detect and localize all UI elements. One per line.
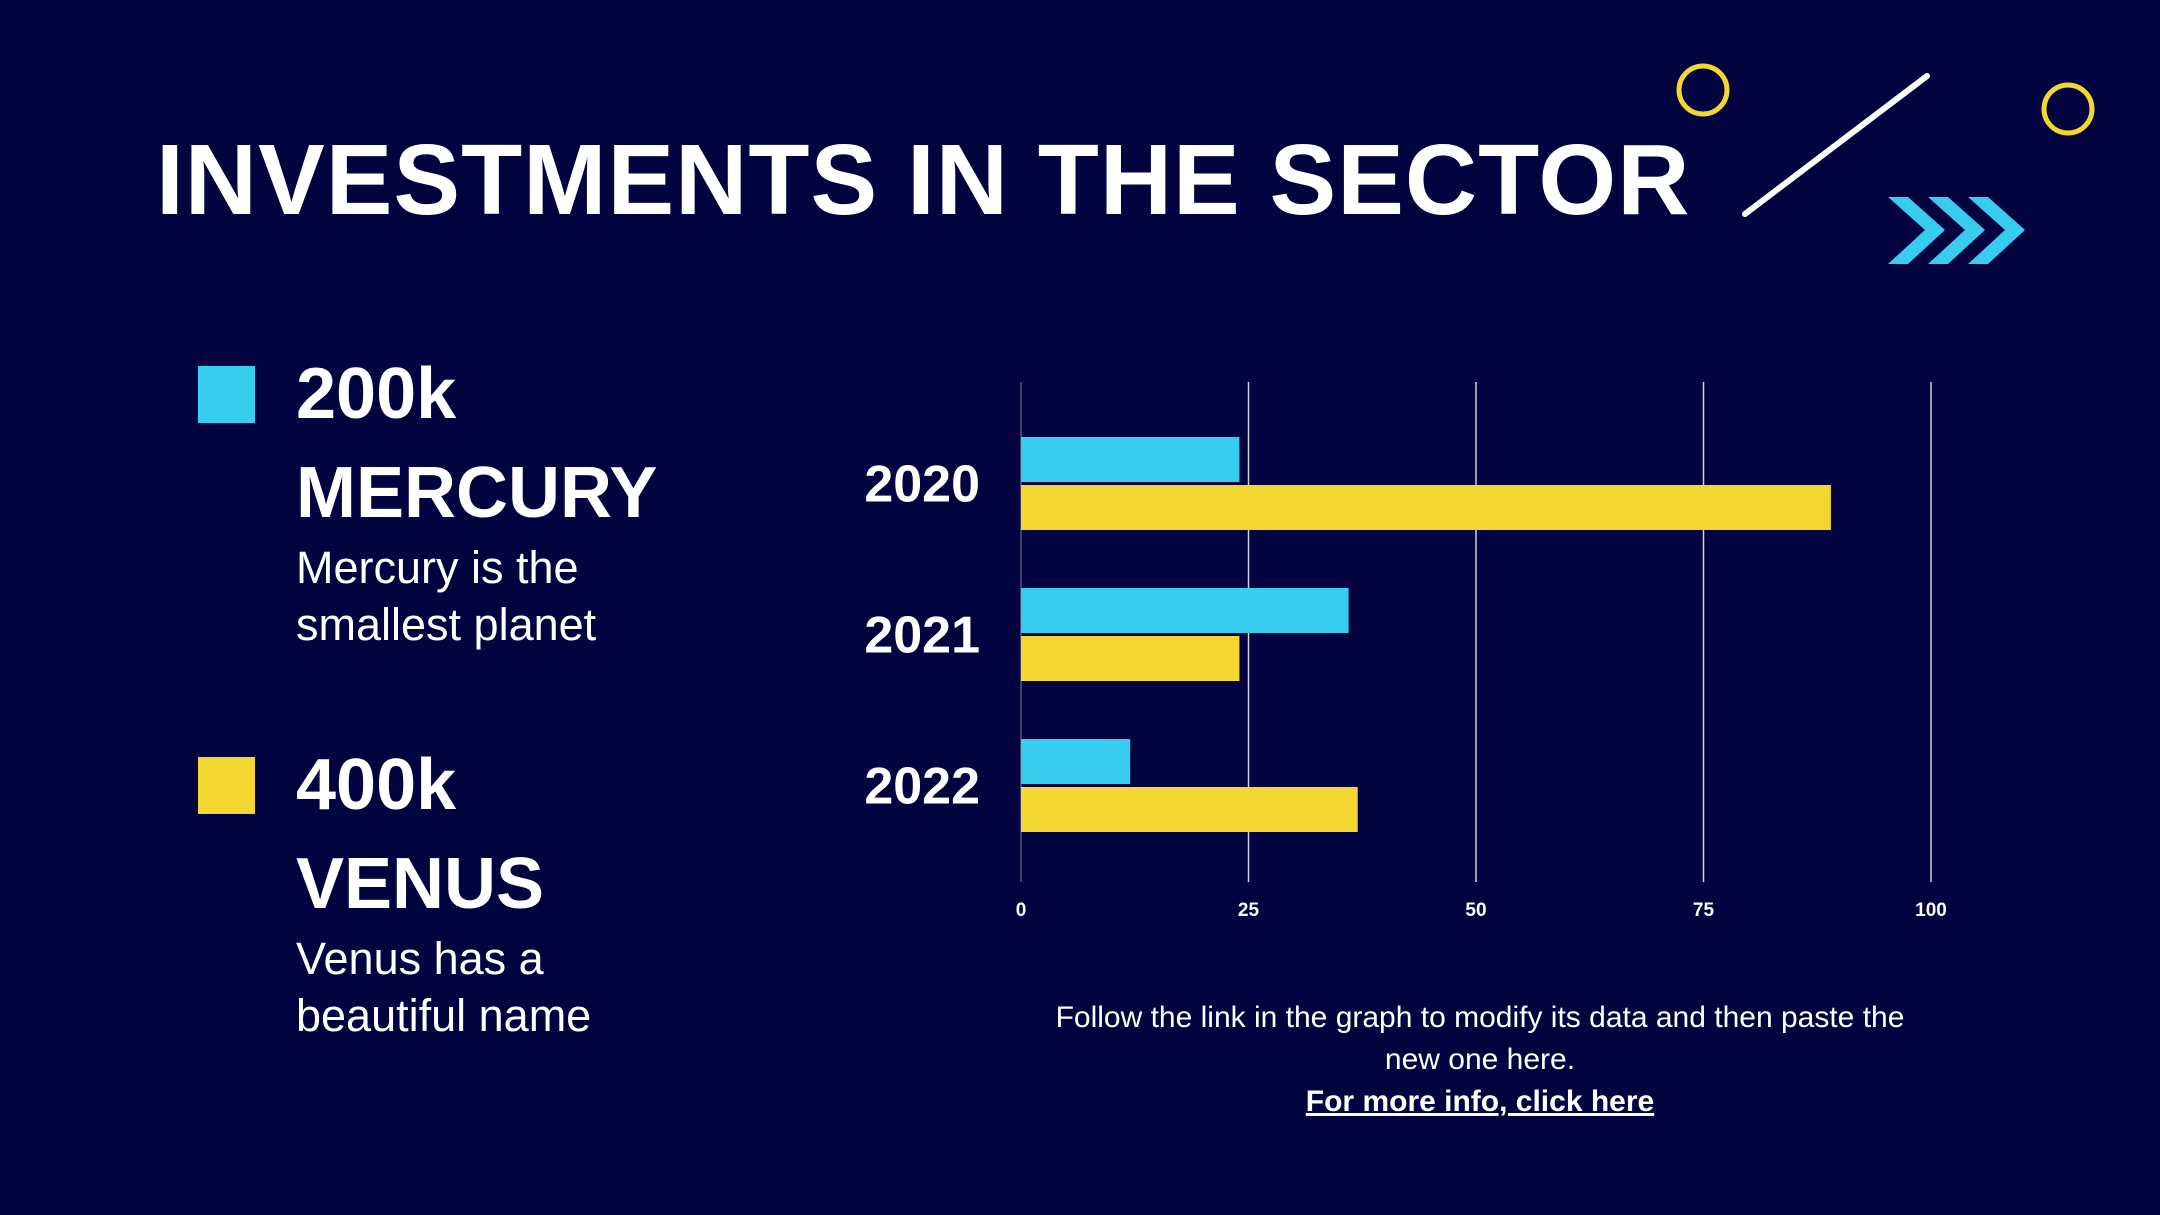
bar-mercury-2021: [1021, 588, 1349, 633]
x-tick-label: 0: [1016, 900, 1027, 921]
x-tick-label: 50: [1465, 900, 1486, 921]
bar-mercury-2022: [1021, 739, 1131, 784]
slide-title: INVESTMENTS IN THE SECTOR: [156, 124, 1691, 236]
diagonal-line-icon: [1742, 73, 1930, 217]
x-tick-label: 25: [1238, 900, 1260, 921]
bar-venus-2021: [1021, 636, 1240, 681]
y-category-label: 2020: [864, 456, 980, 514]
mercury-description: Mercury is the smallest planet: [296, 542, 597, 650]
triple-chevron-icon: [1888, 197, 2025, 264]
x-tick-label: 100: [1915, 900, 1947, 921]
bar-mercury-2020: [1021, 437, 1240, 482]
venus-name: VENUS: [296, 844, 545, 924]
x-tick-label: 75: [1693, 900, 1715, 921]
venus-swatch: [198, 757, 255, 814]
y-category-label: 2022: [864, 758, 980, 816]
bar-venus-2020: [1021, 485, 1831, 530]
footnote: Follow the link in the graph to modify i…: [1040, 997, 1920, 1123]
circle-outline-icon: [2041, 82, 2095, 136]
more-info-link[interactable]: For more info, click here: [1305, 1085, 1655, 1118]
mercury-name: MERCURY: [296, 453, 658, 533]
venus-amount: 400k: [296, 745, 457, 825]
mercury-swatch: [198, 366, 255, 423]
y-category-label: 2021: [864, 607, 980, 665]
circle-outline-icon: [1676, 63, 1730, 117]
venus-description: Venus has a beautiful name: [296, 933, 592, 1041]
mercury-amount: 200k: [296, 354, 457, 434]
footnote-text: Follow the link in the graph to modify i…: [1055, 1001, 1905, 1076]
decorations: [1676, 63, 2095, 264]
bar-venus-2022: [1021, 787, 1358, 832]
